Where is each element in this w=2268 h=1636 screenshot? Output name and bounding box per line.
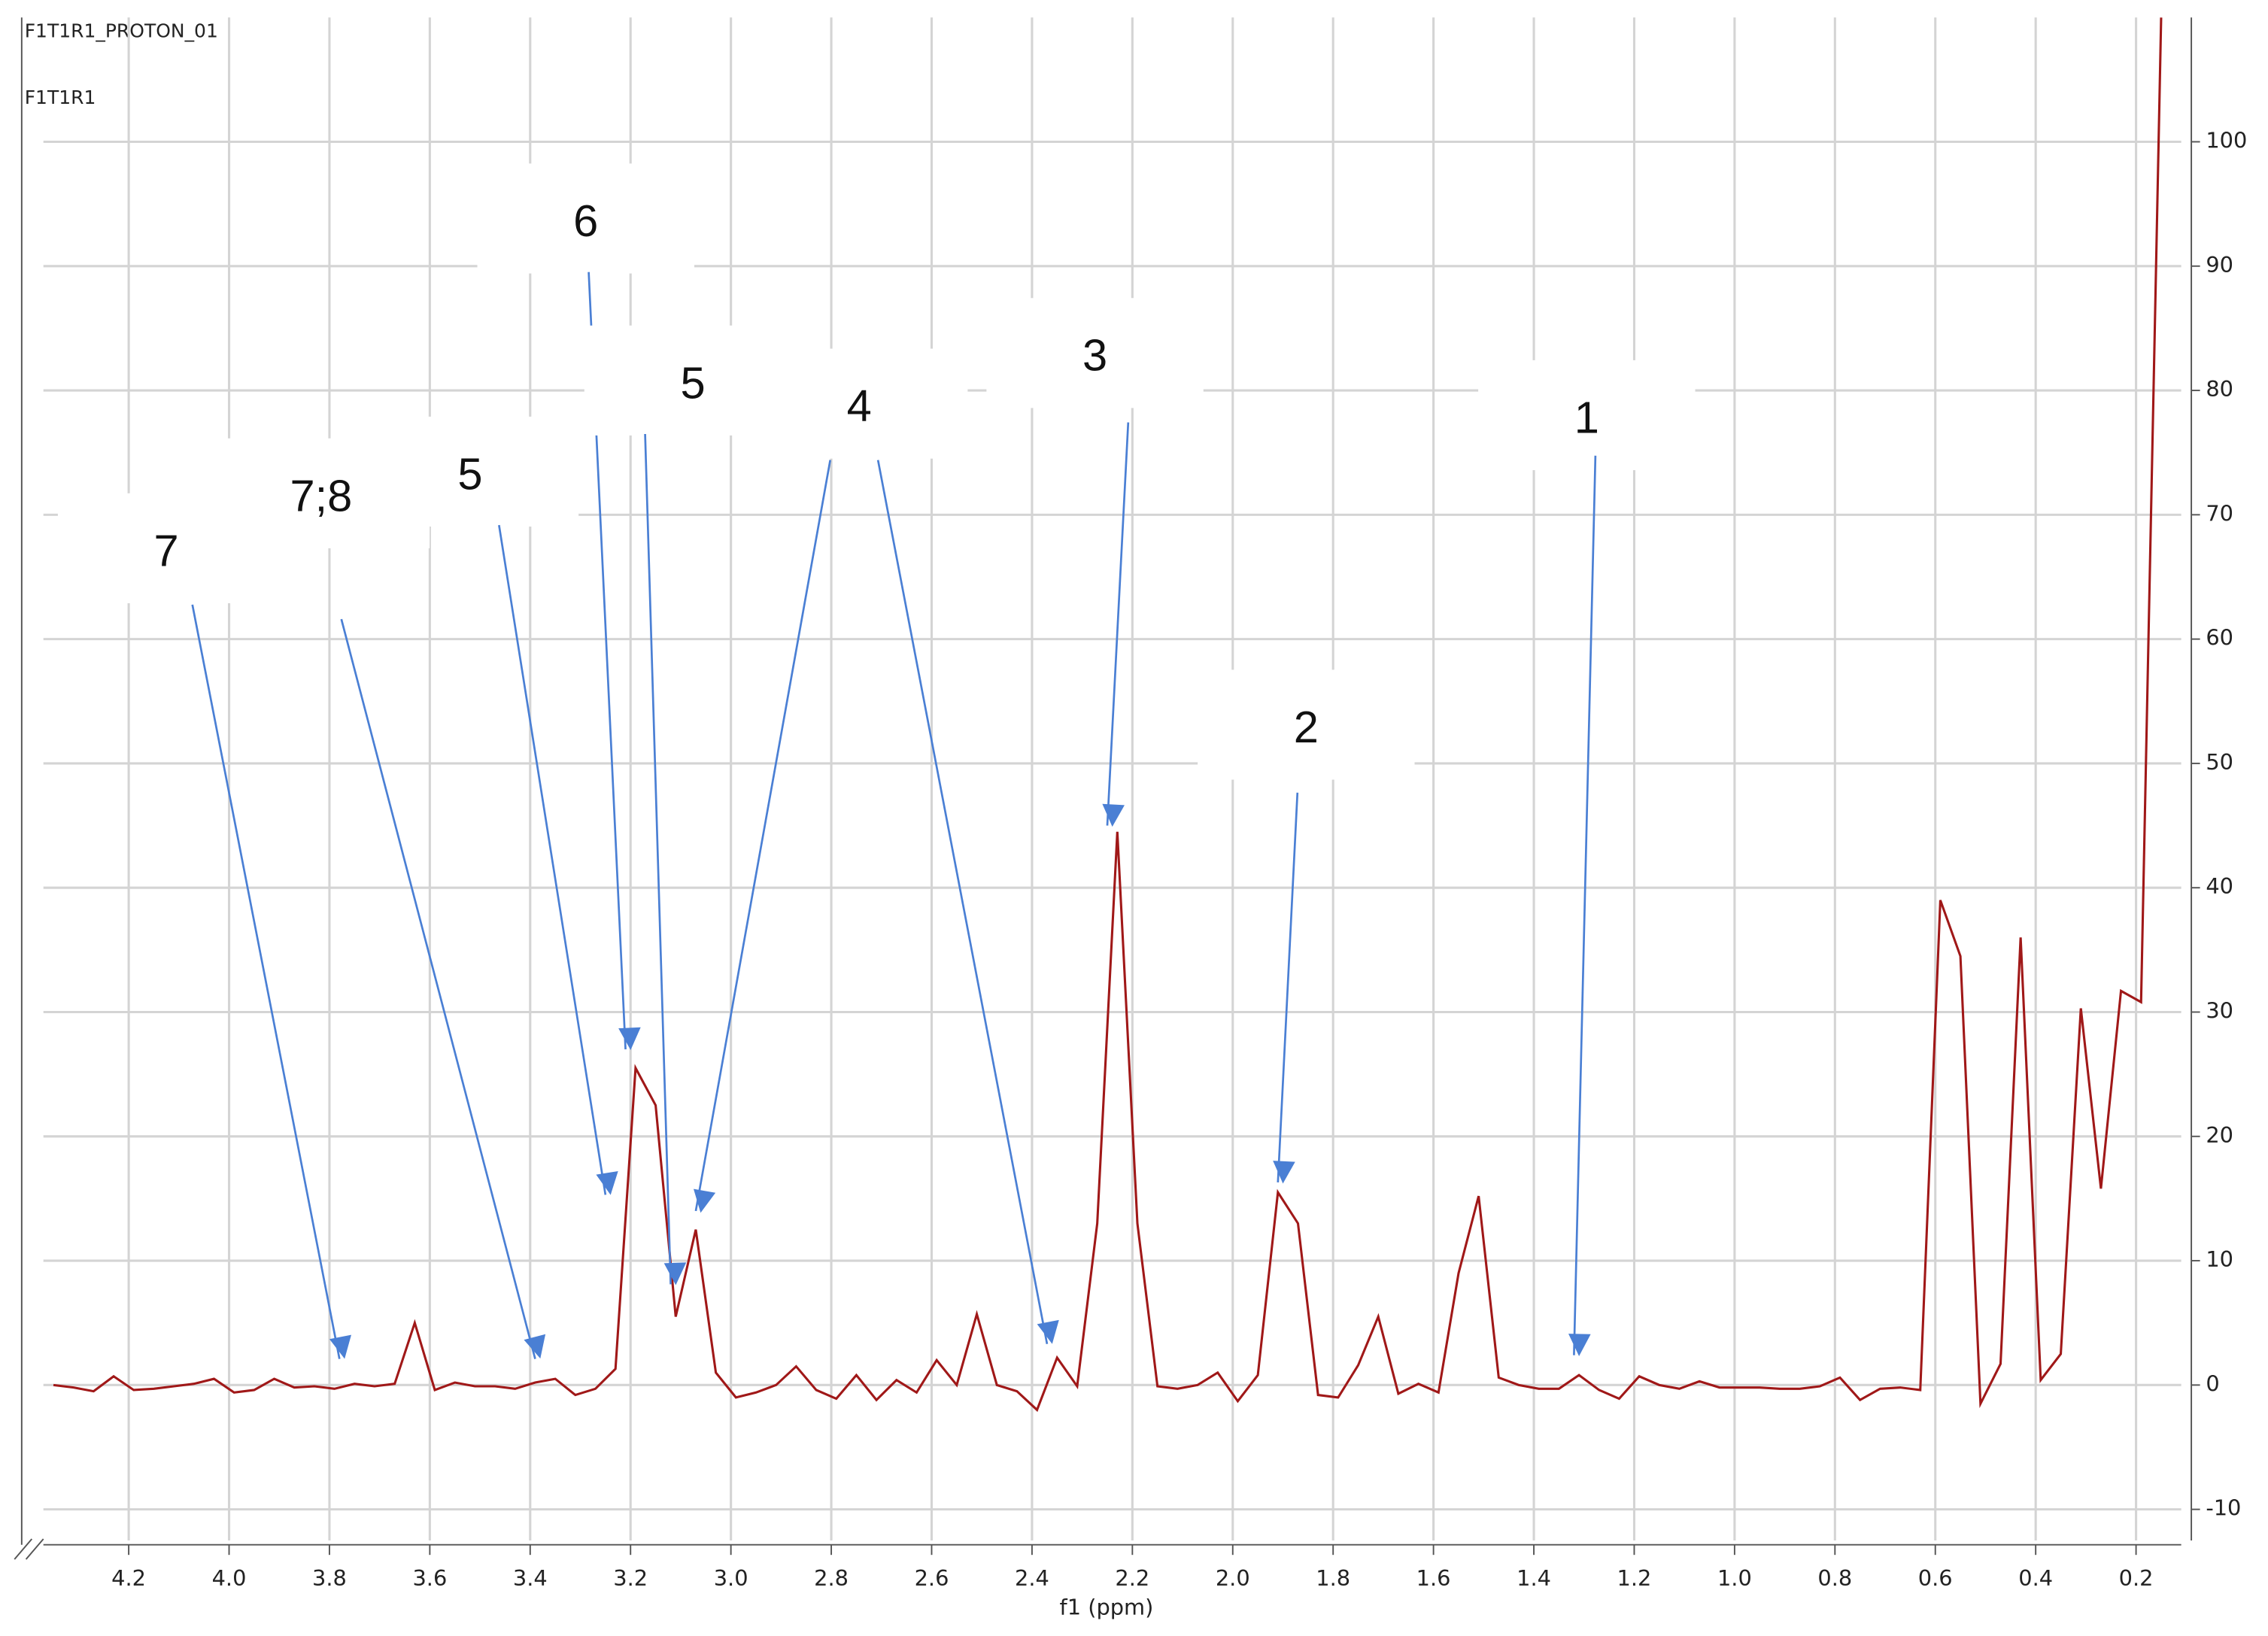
annotation-box <box>477 163 694 274</box>
y-tick-label: 40 <box>2206 873 2233 899</box>
annotation-box <box>361 416 579 527</box>
annotation-box <box>1478 360 1696 471</box>
header-title: F1T1R1_PROTON_01 <box>25 20 218 41</box>
annotation-box <box>1198 669 1415 780</box>
y-tick-label: 60 <box>2206 625 2233 651</box>
y-tick-label: 50 <box>2206 749 2233 775</box>
x-tick-label: 2.8 <box>814 1565 849 1591</box>
x-tick-label: 3.2 <box>613 1565 648 1591</box>
annotation-arrow <box>1273 792 1299 1184</box>
annotation-arrow <box>1102 422 1130 827</box>
annotation-arrow <box>1568 455 1597 1357</box>
x-tick-label: 1.6 <box>1416 1565 1451 1591</box>
annotation-label: 7;8 <box>290 470 352 521</box>
x-tick-label: 3.0 <box>714 1565 748 1591</box>
x-tick-label: 3.8 <box>312 1565 347 1591</box>
annotation-arrow <box>191 604 351 1359</box>
x-tick-label: 0.6 <box>1918 1565 1953 1591</box>
spectrum-line <box>53 17 2163 1413</box>
annotation-label: 1 <box>1574 392 1599 442</box>
y-tick-label: 80 <box>2206 376 2233 402</box>
x-tick-label: 0.2 <box>2119 1565 2154 1591</box>
y-tick-label: 70 <box>2206 500 2233 526</box>
header-subtitle: F1T1R1 <box>25 87 96 108</box>
annotation-label: 2 <box>1294 702 1319 752</box>
annotation-label: 7 <box>154 525 179 575</box>
x-tick-label: 1.8 <box>1316 1565 1350 1591</box>
annotation-arrow <box>876 460 1059 1345</box>
x-tick-label: 3.6 <box>412 1565 447 1591</box>
annotation-label: 3 <box>1082 330 1107 381</box>
x-tick-label: 1.2 <box>1617 1565 1652 1591</box>
x-tick-label: 2.2 <box>1115 1565 1149 1591</box>
x-axis-label: f1 (ppm) <box>1060 1594 1154 1619</box>
annotation-arrow <box>694 460 832 1213</box>
x-tick-label: 4.0 <box>212 1565 247 1591</box>
x-tick-label: 4.2 <box>111 1565 146 1591</box>
x-tick-label: 2.0 <box>1216 1565 1250 1591</box>
y-tick-label: -10 <box>2206 1495 2241 1521</box>
x-tick-label: 1.4 <box>1517 1565 1551 1591</box>
x-tick-label: 3.4 <box>513 1565 548 1591</box>
y-tick-label: 10 <box>2206 1246 2233 1272</box>
y-tick-label: 20 <box>2206 1122 2233 1148</box>
axis-break <box>14 1538 44 1560</box>
x-tick-label: 0.4 <box>2018 1565 2053 1591</box>
plot-area <box>53 17 2163 1413</box>
annotation-arrow <box>498 524 618 1195</box>
annotation-label: 6 <box>573 196 598 246</box>
annotation-label: 4 <box>847 381 872 431</box>
y-tick-label: 100 <box>2206 127 2247 153</box>
annotation-box <box>750 348 968 459</box>
annotation-label: 5 <box>680 357 705 408</box>
y-tick-label: 30 <box>2206 997 2233 1023</box>
annotation-arrow <box>644 433 687 1285</box>
x-tick-label: 2.6 <box>915 1565 949 1591</box>
annotation-arrow <box>340 618 546 1359</box>
y-tick-label: 0 <box>2206 1370 2219 1396</box>
annotation-label: 5 <box>457 448 482 499</box>
x-tick-label: 2.4 <box>1015 1565 1049 1591</box>
x-tick-label: 0.8 <box>1817 1565 1852 1591</box>
x-tick-label: 1.0 <box>1717 1565 1752 1591</box>
y-tick-label: 90 <box>2206 252 2233 278</box>
annotation-box <box>986 298 1204 408</box>
